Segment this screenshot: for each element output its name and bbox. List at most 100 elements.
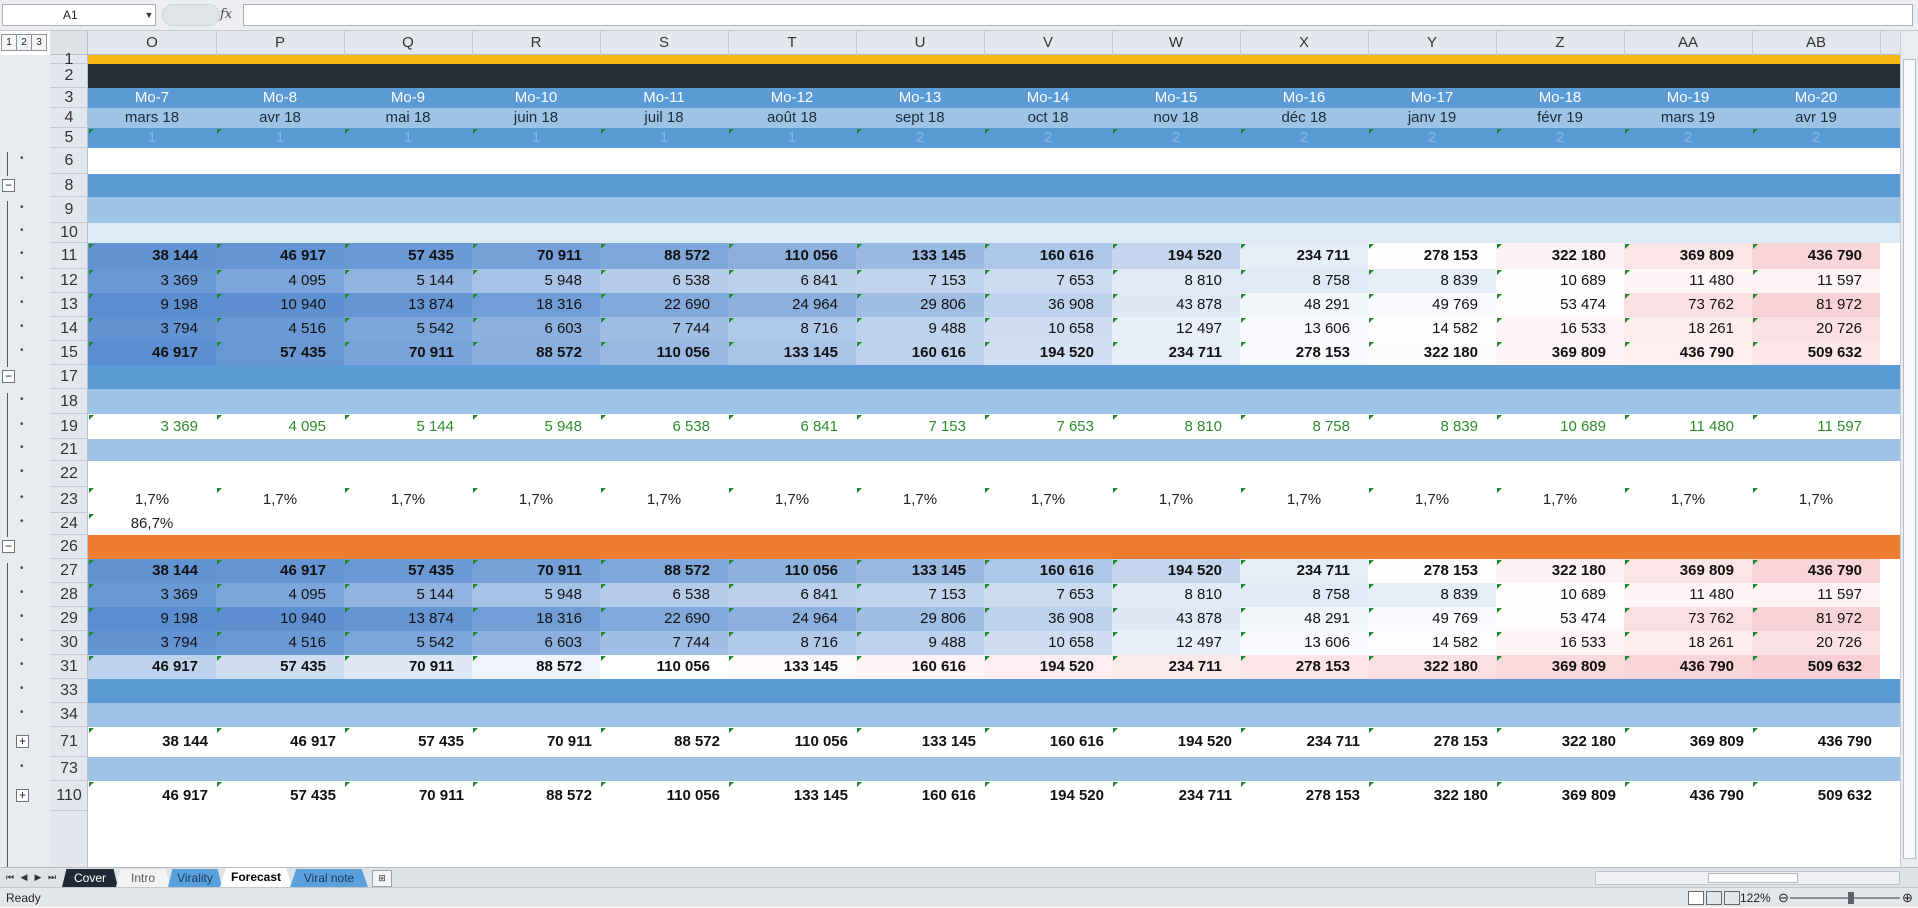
cell-Y12[interactable]: 8 839 [1368,269,1496,293]
cell-V13[interactable]: 36 908 [984,293,1112,317]
cell-V5[interactable]: 2 [984,128,1112,148]
row-header-18[interactable]: 18 [50,389,88,414]
cell-S4[interactable]: juil 18 [600,108,728,128]
cell-AB12[interactable]: 11 597 [1752,269,1880,293]
cell-Z3[interactable]: Mo-18 [1496,88,1624,108]
cell-U12[interactable]: 7 153 [856,269,984,293]
cell-T19[interactable]: 6 841 [728,414,856,439]
vertical-scrollbar[interactable] [1900,31,1918,867]
collapse-group-minus-icon[interactable]: − [2,540,15,553]
select-all-corner[interactable] [50,31,88,55]
cell-P13[interactable]: 10 940 [216,293,344,317]
cell-Y110[interactable]: 322 180 [1368,781,1496,811]
cell-V23[interactable]: 1,7% [984,487,1112,513]
cell-Y11[interactable]: 278 153 [1368,243,1496,269]
cell-S29[interactable]: 22 690 [600,607,728,631]
row-header-27[interactable]: 27 [50,559,88,583]
cell-P11[interactable]: 46 917 [216,243,344,269]
cell-U11[interactable]: 133 145 [856,243,984,269]
row-header-13[interactable]: 13 [50,293,88,317]
column-header-X[interactable]: X [1240,31,1369,55]
cell-Y15[interactable]: 322 180 [1368,341,1496,365]
row-header-10[interactable]: 10 [50,223,88,243]
cell-P27[interactable]: 46 917 [216,559,344,583]
cell-Z27[interactable]: 322 180 [1496,559,1624,583]
cell-Y30[interactable]: 14 582 [1368,631,1496,655]
row-header-6[interactable]: 6 [50,148,88,174]
cell-R5[interactable]: 1 [472,128,600,148]
cell-X12[interactable]: 8 758 [1240,269,1368,293]
cell-AB15[interactable]: 509 632 [1752,341,1880,365]
zoom-out-icon[interactable]: ⊖ [1778,890,1789,905]
cell-S30[interactable]: 7 744 [600,631,728,655]
cell-AA15[interactable]: 436 790 [1624,341,1752,365]
cell-W19[interactable]: 8 810 [1112,414,1240,439]
cell-Q11[interactable]: 57 435 [344,243,472,269]
name-box[interactable]: A1 [2,4,156,26]
row-header-21[interactable]: 21 [50,439,88,461]
cell-X30[interactable]: 13 606 [1240,631,1368,655]
cell-Q12[interactable]: 5 144 [344,269,472,293]
cell-V30[interactable]: 10 658 [984,631,1112,655]
cell-Z15[interactable]: 369 809 [1496,341,1624,365]
cell-P71[interactable]: 46 917 [216,727,344,757]
cell-AA31[interactable]: 436 790 [1624,655,1752,679]
zoom-slider-knob[interactable] [1848,892,1854,904]
row-header-29[interactable]: 29 [50,607,88,631]
column-header-Q[interactable]: Q [344,31,473,55]
cell-X3[interactable]: Mo-16 [1240,88,1368,108]
cell-Q27[interactable]: 57 435 [344,559,472,583]
cell-Z31[interactable]: 369 809 [1496,655,1624,679]
column-header-S[interactable]: S [600,31,729,55]
sheet-tab-virality[interactable]: Virality [168,869,222,887]
cell-Y28[interactable]: 8 839 [1368,583,1496,607]
cell-P3[interactable]: Mo-8 [216,88,344,108]
cell-AB5[interactable]: 2 [1752,128,1880,148]
cell-R13[interactable]: 18 316 [472,293,600,317]
cell-X31[interactable]: 278 153 [1240,655,1368,679]
cell-O27[interactable]: 38 144 [88,559,216,583]
cell-X14[interactable]: 13 606 [1240,317,1368,341]
cell-AB19[interactable]: 11 597 [1752,414,1880,439]
outline-level-2-button[interactable]: 2 [16,34,32,51]
cell-Z14[interactable]: 16 533 [1496,317,1624,341]
cell-R11[interactable]: 70 911 [472,243,600,269]
cell-U4[interactable]: sept 18 [856,108,984,128]
expand-group-plus-icon[interactable]: + [16,789,29,802]
cell-AA5[interactable]: 2 [1624,128,1752,148]
cell-P19[interactable]: 4 095 [216,414,344,439]
cell-W71[interactable]: 194 520 [1112,727,1240,757]
cell-W4[interactable]: nov 18 [1112,108,1240,128]
cell-S31[interactable]: 110 056 [600,655,728,679]
cell-U28[interactable]: 7 153 [856,583,984,607]
cell-Q5[interactable]: 1 [344,128,472,148]
sheet-tab-intro[interactable]: Intro [116,869,170,887]
cell-V3[interactable]: Mo-14 [984,88,1112,108]
cell-Q14[interactable]: 5 542 [344,317,472,341]
cell-W29[interactable]: 43 878 [1112,607,1240,631]
fx-icon[interactable]: fx [220,7,233,22]
cell-W12[interactable]: 8 810 [1112,269,1240,293]
collapse-group-minus-icon[interactable]: − [2,370,15,383]
row-header-2[interactable]: 2 [50,64,88,88]
cell-T13[interactable]: 24 964 [728,293,856,317]
row-header-3[interactable]: 3 [50,88,88,108]
column-header-W[interactable]: W [1112,31,1241,55]
cell-P4[interactable]: avr 18 [216,108,344,128]
cell-Q31[interactable]: 70 911 [344,655,472,679]
cell-Z12[interactable]: 10 689 [1496,269,1624,293]
cell-R31[interactable]: 88 572 [472,655,600,679]
cell-S11[interactable]: 88 572 [600,243,728,269]
cell-AB29[interactable]: 81 972 [1752,607,1880,631]
cell-O12[interactable]: 3 369 [88,269,216,293]
row-header-5[interactable]: 5 [50,128,88,148]
cell-R12[interactable]: 5 948 [472,269,600,293]
cell-T3[interactable]: Mo-12 [728,88,856,108]
cell-V11[interactable]: 160 616 [984,243,1112,269]
cell-AB11[interactable]: 436 790 [1752,243,1880,269]
expand-group-plus-icon[interactable]: + [16,735,29,748]
row-header-19[interactable]: 19 [50,414,88,439]
cell-V28[interactable]: 7 653 [984,583,1112,607]
formula-bar-splitter[interactable] [162,4,220,26]
cell-Y19[interactable]: 8 839 [1368,414,1496,439]
